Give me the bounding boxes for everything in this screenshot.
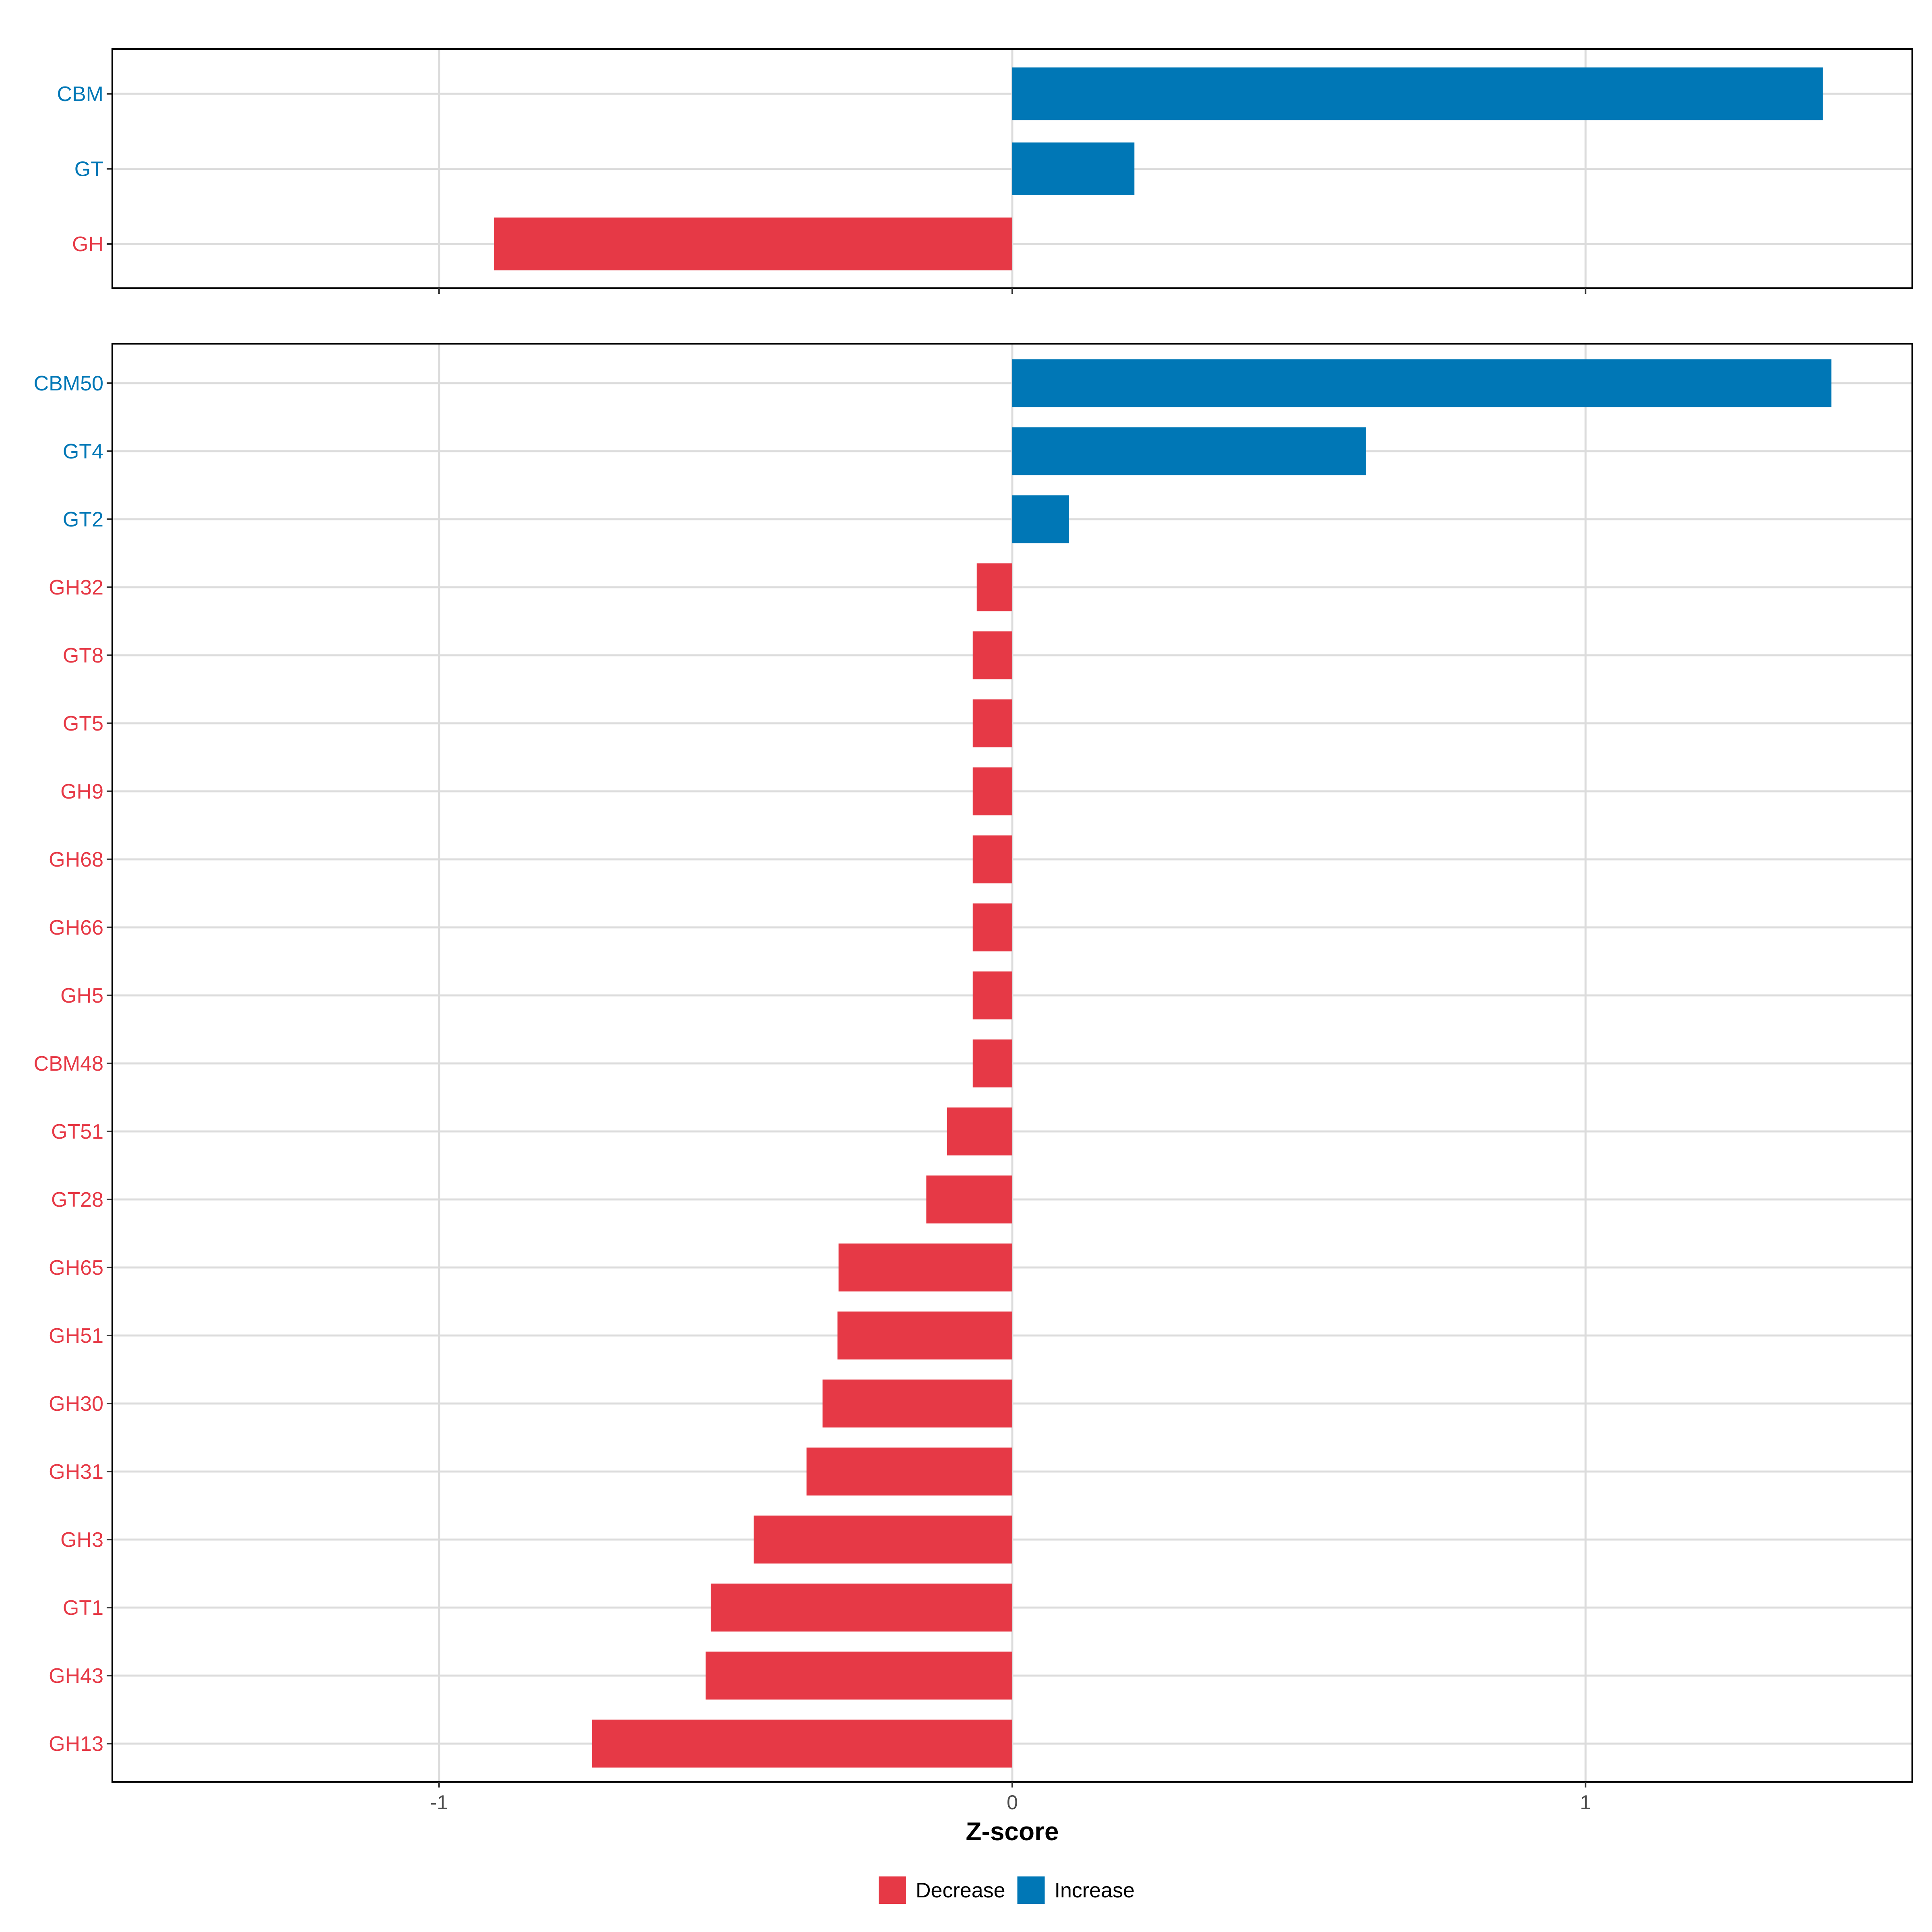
y-tick-label: GT5	[63, 712, 103, 735]
y-tick-label: GH13	[49, 1732, 103, 1756]
bar-gh3	[753, 1515, 1012, 1564]
x-axis-title: Z-score	[966, 1817, 1059, 1846]
bar-gh	[494, 217, 1012, 270]
bar-gh51	[837, 1311, 1012, 1360]
legend-swatch-increase	[1017, 1876, 1045, 1904]
y-tick-label: GT	[74, 158, 103, 181]
legend-label-decrease: Decrease	[916, 1879, 1005, 1902]
y-tick-label: GH43	[49, 1664, 103, 1688]
y-tick-label: GH66	[49, 916, 103, 939]
y-tick-label: GH65	[49, 1256, 103, 1280]
bar-gh65	[838, 1243, 1012, 1292]
y-tick-label: GH32	[49, 576, 103, 599]
y-tick-label: GH31	[49, 1460, 103, 1484]
bar-gt1	[710, 1583, 1012, 1632]
y-tick-label: GT2	[63, 508, 103, 531]
bar-gh13	[592, 1719, 1012, 1768]
y-tick-label: GH9	[60, 780, 103, 803]
y-tick-label: GT28	[51, 1188, 103, 1212]
bar-gh31	[806, 1447, 1012, 1496]
bar-gh30	[822, 1379, 1012, 1428]
y-tick-label: GT8	[63, 644, 103, 667]
bar-gt	[1012, 142, 1135, 195]
bar-gt51	[947, 1107, 1012, 1156]
y-tick-label: CBM	[57, 83, 103, 106]
y-tick-label: GH3	[60, 1528, 103, 1552]
bar-cbm48	[972, 1039, 1012, 1088]
y-tick-label: GH30	[49, 1392, 103, 1416]
bar-gh5	[972, 971, 1012, 1020]
y-tick-label: GT4	[63, 440, 103, 463]
y-tick-label: CBM48	[34, 1052, 103, 1075]
legend-label-increase: Increase	[1055, 1879, 1135, 1902]
y-tick-label: GH68	[49, 848, 103, 871]
x-tick-label: 1	[1580, 1791, 1591, 1814]
y-tick-label: GT51	[51, 1120, 103, 1144]
bar-cbm50	[1012, 359, 1832, 407]
legend-swatch-decrease	[879, 1876, 906, 1904]
x-tick-label: -1	[430, 1791, 448, 1814]
y-tick-label: GH51	[49, 1324, 103, 1348]
y-tick-label: CBM50	[34, 372, 103, 395]
y-tick-label: GH	[72, 233, 103, 256]
x-tick-label: 0	[1007, 1791, 1018, 1814]
bar-gt5	[972, 699, 1012, 747]
bar-gh66	[972, 903, 1012, 952]
bar-gt28	[926, 1175, 1012, 1224]
bar-gh68	[972, 835, 1012, 883]
bar-gt8	[972, 631, 1012, 679]
bar-gh32	[976, 563, 1012, 611]
y-tick-label: GH5	[60, 984, 103, 1007]
bar-cbm	[1012, 67, 1823, 120]
bar-gh9	[972, 767, 1012, 815]
bar-gt4	[1012, 427, 1366, 475]
y-tick-label: GT1	[63, 1596, 103, 1620]
bar-gh43	[706, 1651, 1012, 1700]
bar-gt2	[1012, 495, 1069, 543]
